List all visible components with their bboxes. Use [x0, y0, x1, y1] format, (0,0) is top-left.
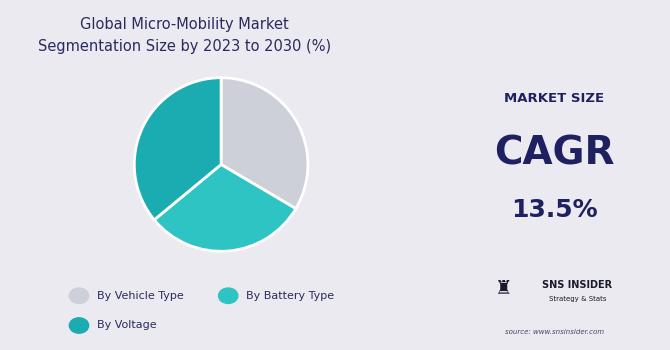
Text: ♜: ♜	[495, 279, 513, 298]
Text: Strategy & Stats: Strategy & Stats	[549, 296, 606, 302]
Text: Global Micro-Mobility Market
Segmentation Size by 2023 to 2030 (%): Global Micro-Mobility Market Segmentatio…	[38, 18, 331, 54]
Circle shape	[218, 288, 238, 303]
Text: 13.5%: 13.5%	[511, 198, 598, 222]
Text: By Voltage: By Voltage	[96, 321, 156, 330]
Text: MARKET SIZE: MARKET SIZE	[505, 91, 604, 105]
Wedge shape	[221, 78, 308, 209]
Text: source: www.snsinsider.com: source: www.snsinsider.com	[505, 329, 604, 336]
Wedge shape	[134, 78, 221, 220]
Circle shape	[69, 288, 88, 303]
Text: By Vehicle Type: By Vehicle Type	[96, 291, 184, 301]
Text: By Battery Type: By Battery Type	[246, 291, 334, 301]
Wedge shape	[154, 164, 296, 251]
Circle shape	[69, 318, 88, 333]
Text: CAGR: CAGR	[494, 135, 614, 173]
Text: SNS INSIDER: SNS INSIDER	[543, 280, 612, 290]
